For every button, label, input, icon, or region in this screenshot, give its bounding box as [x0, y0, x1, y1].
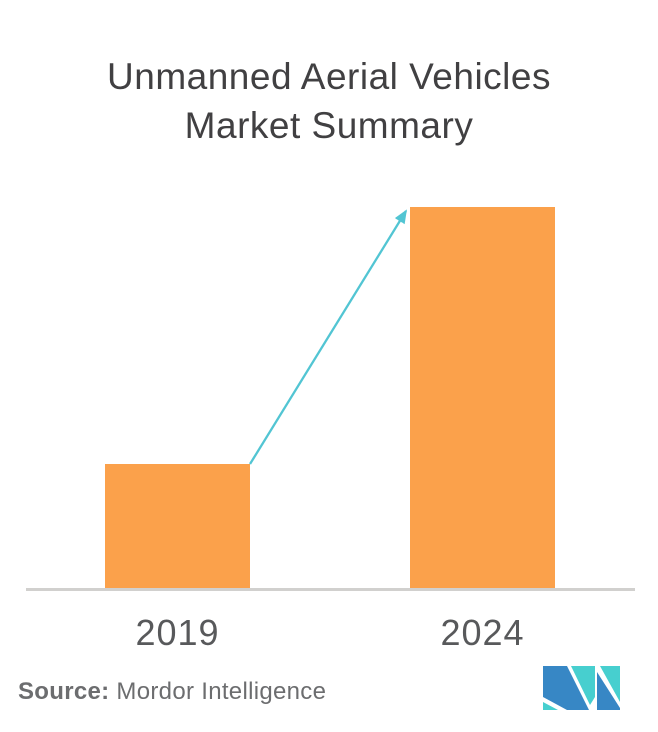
source-name: Mordor Intelligence	[109, 678, 327, 705]
x-axis-line	[26, 588, 635, 591]
logo-middle-counter	[571, 666, 595, 705]
x-tick-label-2024: 2024	[440, 612, 525, 653]
bar-2024	[410, 207, 555, 590]
chart-title: Unmanned Aerial Vehicles Market Summary	[107, 56, 551, 146]
logo-bottom-left-triangle	[543, 702, 558, 710]
logo-left-stroke	[543, 666, 589, 710]
source-caption: Source: Mordor Intelligence	[18, 678, 326, 706]
x-tick-label-2019: 2019	[135, 612, 220, 653]
mordor-intelligence-logo	[543, 666, 620, 710]
logo-right-stroke	[597, 672, 620, 710]
source-label: Source:	[18, 678, 110, 705]
bar-2019	[105, 464, 250, 590]
logo-right-top-triangle	[600, 666, 620, 702]
